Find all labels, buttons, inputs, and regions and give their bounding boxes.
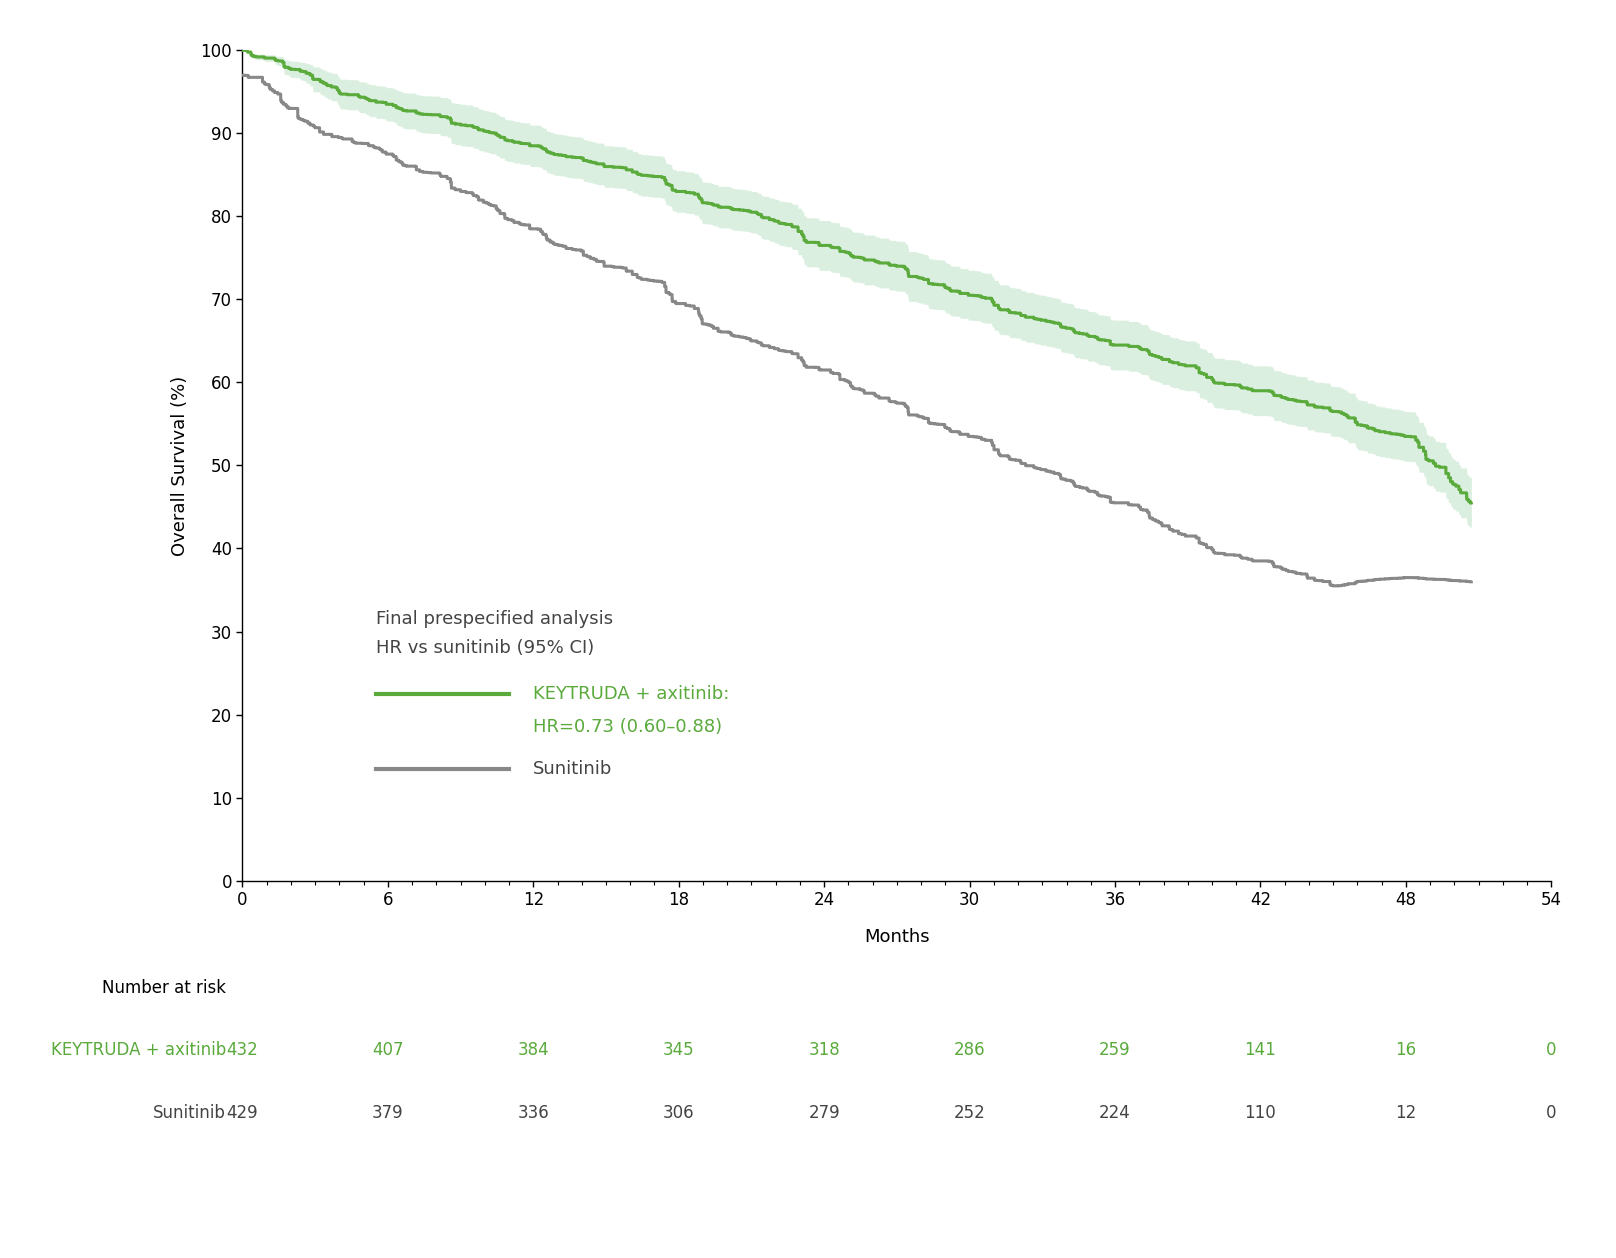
- Text: HR=0.73 (0.60–0.88): HR=0.73 (0.60–0.88): [533, 718, 722, 736]
- Text: Final prespecified analysis: Final prespecified analysis: [375, 610, 612, 628]
- Text: 286: 286: [953, 1042, 986, 1059]
- Text: 429: 429: [226, 1105, 259, 1122]
- Text: 224: 224: [1099, 1105, 1131, 1122]
- Text: 407: 407: [372, 1042, 404, 1059]
- Text: 0: 0: [1547, 1105, 1556, 1122]
- Text: Sunitinib: Sunitinib: [533, 760, 612, 777]
- Text: 384: 384: [517, 1042, 549, 1059]
- Text: 345: 345: [663, 1042, 695, 1059]
- Text: 12: 12: [1395, 1105, 1417, 1122]
- Text: 379: 379: [372, 1105, 404, 1122]
- Text: 306: 306: [663, 1105, 695, 1122]
- Text: 110: 110: [1244, 1105, 1277, 1122]
- Y-axis label: Overall Survival (%): Overall Survival (%): [171, 375, 189, 556]
- Text: KEYTRUDA + axitinib:: KEYTRUDA + axitinib:: [533, 684, 730, 703]
- Text: HR vs sunitinib (95% CI): HR vs sunitinib (95% CI): [375, 639, 595, 657]
- Text: 336: 336: [517, 1105, 549, 1122]
- Text: Number at risk: Number at risk: [102, 979, 226, 996]
- Text: 0: 0: [1547, 1042, 1556, 1059]
- Text: Months: Months: [865, 928, 929, 946]
- Text: 279: 279: [808, 1105, 840, 1122]
- Text: 318: 318: [808, 1042, 840, 1059]
- Text: Sunitinib: Sunitinib: [154, 1105, 226, 1122]
- Text: 259: 259: [1099, 1042, 1131, 1059]
- Text: 252: 252: [953, 1105, 986, 1122]
- Text: 432: 432: [226, 1042, 259, 1059]
- Text: 141: 141: [1244, 1042, 1277, 1059]
- Text: 16: 16: [1395, 1042, 1417, 1059]
- Text: KEYTRUDA + axitinib: KEYTRUDA + axitinib: [52, 1042, 226, 1059]
